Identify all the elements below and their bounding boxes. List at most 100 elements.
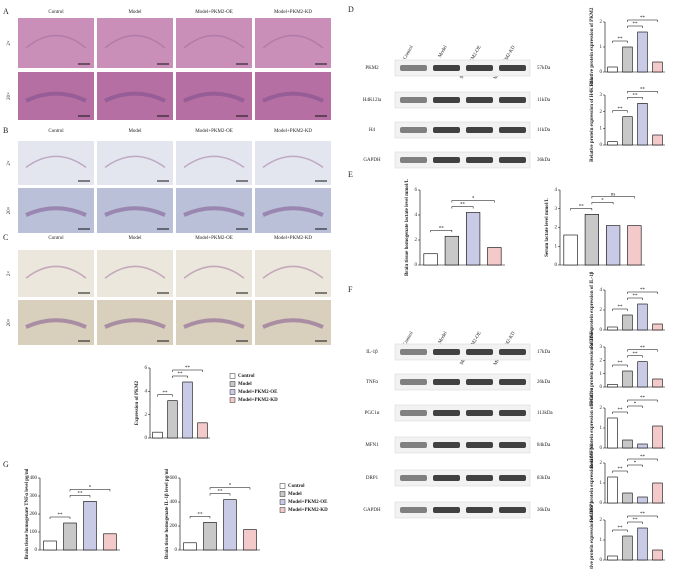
y-tick-label: 2	[555, 226, 558, 231]
bar	[637, 527, 648, 561]
blot-band	[499, 127, 526, 133]
bar	[652, 378, 663, 388]
blot-column-label: Model	[438, 331, 449, 345]
legend-swatch	[229, 381, 236, 387]
micrograph	[176, 141, 252, 185]
significance-bracket	[612, 308, 628, 311]
blot-size: 36kDa	[537, 508, 551, 513]
micrograph	[176, 188, 252, 233]
blot-band	[433, 127, 460, 133]
blot-band	[499, 65, 526, 71]
bar	[183, 542, 197, 551]
blot-column-label: Control	[403, 45, 415, 61]
panel-label: F	[348, 285, 353, 294]
blot-band	[433, 442, 460, 448]
bar	[466, 212, 481, 266]
micrograph	[255, 250, 331, 297]
blot-band	[400, 475, 427, 481]
significance-label: **	[633, 93, 639, 98]
blot-size: 57kDa	[537, 66, 551, 71]
bar	[103, 533, 117, 551]
y-axis-label: Relative protein expression of H4K12la	[590, 78, 595, 162]
blot-row-label: DRP1	[366, 476, 379, 481]
significance-label: *	[634, 461, 637, 466]
y-tick-label: 0	[415, 263, 418, 268]
y-axis-label: Brain tissue homogenate TNFα level pg/ml	[25, 468, 30, 560]
tissue-shape	[104, 265, 166, 279]
blot-band	[466, 349, 493, 355]
micrograph	[18, 72, 94, 120]
significance-bracket	[627, 399, 658, 402]
bar	[43, 540, 57, 551]
legend-label: Control	[238, 374, 255, 379]
legend-swatch	[279, 499, 286, 505]
micrograph	[97, 300, 173, 345]
y-tick-label: 0	[600, 328, 603, 333]
bar	[607, 141, 618, 146]
column-header: Model+PKM2-OE	[195, 236, 233, 241]
blot-row-label: H4	[369, 128, 376, 133]
significance-bracket	[627, 297, 643, 300]
blot-size: 36kDa	[537, 158, 551, 163]
blot-band	[466, 410, 493, 416]
blot-band	[433, 65, 460, 71]
blot-band	[433, 349, 460, 355]
blot-band	[400, 410, 427, 416]
blot-column-label: Model	[438, 45, 449, 59]
panel-label: A	[3, 7, 9, 16]
bar	[487, 247, 502, 266]
micrograph	[18, 141, 94, 185]
significance-bracket	[157, 394, 173, 397]
significance-label: **	[640, 346, 646, 351]
blot-row-label: GAPDH	[363, 158, 381, 163]
blot-band	[433, 157, 460, 163]
significance-bracket	[172, 375, 188, 378]
significance-label: **	[178, 372, 184, 377]
blot-band	[466, 475, 493, 481]
micrograph	[97, 250, 173, 297]
significance-label: ns	[611, 193, 616, 198]
blot-band	[466, 442, 493, 448]
bar	[652, 61, 663, 73]
y-tick-label: 2	[145, 413, 148, 418]
blot-band	[499, 442, 526, 448]
significance-label: **	[618, 526, 624, 531]
blot-band	[433, 410, 460, 416]
bar	[607, 326, 618, 331]
significance-label: **	[640, 87, 646, 92]
y-tick-label: 2	[600, 406, 603, 411]
y-axis-label: Relative protein expression of TNFα	[590, 328, 595, 405]
significance-bracket	[591, 196, 635, 199]
micrograph	[176, 18, 252, 68]
micrograph	[255, 300, 331, 345]
blot-band	[400, 379, 427, 385]
micrograph	[176, 250, 252, 297]
y-tick-label: 6	[145, 366, 148, 371]
bar	[622, 370, 633, 388]
legend-label: Model+PKM2-KD	[238, 398, 278, 403]
blot-row-label: IL-1β	[366, 350, 378, 355]
bar	[167, 400, 178, 439]
legend-label: Model	[238, 382, 252, 387]
blot-band	[433, 379, 460, 385]
bar	[606, 225, 621, 266]
significance-bracket	[612, 364, 628, 367]
y-tick-label: 3	[600, 345, 603, 350]
bar	[652, 134, 663, 146]
blot-band	[400, 97, 427, 103]
bar	[607, 476, 618, 504]
significance-bracket	[627, 405, 643, 408]
bar	[243, 529, 257, 551]
y-tick-label: 400	[170, 500, 178, 505]
blot-band	[400, 349, 427, 355]
legend-label: Control	[288, 484, 305, 489]
y-tick-label: 3	[555, 207, 558, 212]
micrograph	[176, 72, 252, 120]
legend-swatch	[279, 491, 286, 497]
blot-band	[466, 379, 493, 385]
column-header: Control	[48, 129, 64, 134]
blot-band	[400, 442, 427, 448]
significance-label: **	[618, 107, 624, 112]
bar	[223, 499, 237, 551]
